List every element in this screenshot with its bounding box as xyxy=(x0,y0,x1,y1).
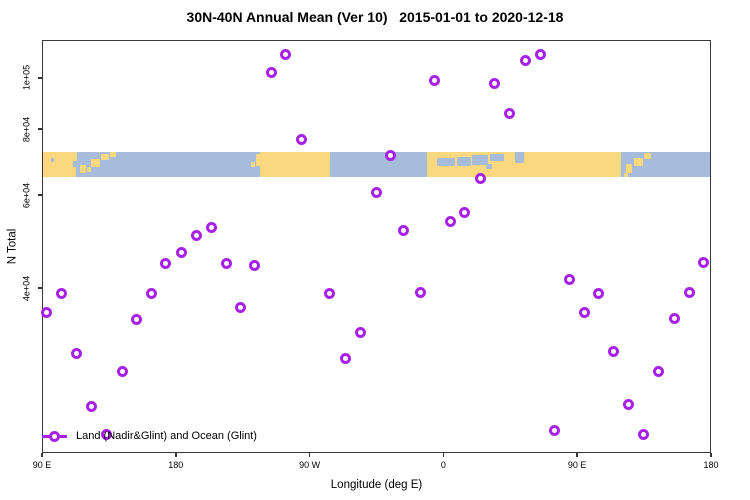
data-point xyxy=(384,150,396,162)
world-map-band xyxy=(42,151,711,177)
data-point xyxy=(519,55,531,67)
data-point xyxy=(474,173,486,185)
data-point xyxy=(458,207,470,219)
plot-frame xyxy=(42,40,711,453)
land-segment xyxy=(626,163,632,173)
data-point xyxy=(548,424,560,436)
data-point xyxy=(652,365,664,377)
sea-patch xyxy=(486,163,492,169)
y-axis-tick xyxy=(38,194,42,196)
data-point xyxy=(428,75,440,87)
x-axis-tick xyxy=(308,453,311,457)
land-segment xyxy=(101,153,109,160)
x-axis-tick xyxy=(710,453,712,457)
data-point xyxy=(248,259,260,271)
legend-line-sample xyxy=(42,430,67,442)
sea-patch xyxy=(457,156,471,166)
x-axis-tick xyxy=(576,453,578,457)
data-point xyxy=(488,77,500,89)
land-segment xyxy=(110,151,116,157)
x-axis-tick-label: 90 E xyxy=(567,460,587,470)
x-axis-tick-label: 0 xyxy=(440,460,446,470)
x-axis-tick-label: 180 xyxy=(703,460,719,470)
land-segment xyxy=(260,151,330,177)
y-axis-tick-label: 1e+05 xyxy=(21,65,32,91)
data-point xyxy=(637,429,649,441)
data-point xyxy=(116,365,128,377)
land-segment xyxy=(80,164,86,173)
data-point xyxy=(159,257,171,269)
x-axis-tick-label: 90 E xyxy=(32,460,52,470)
data-point xyxy=(265,67,277,79)
data-point xyxy=(100,429,112,441)
data-point xyxy=(503,107,515,119)
data-point xyxy=(354,326,366,338)
data-point xyxy=(607,346,619,358)
data-point xyxy=(55,288,67,300)
y-axis-tick xyxy=(38,77,42,79)
x-axis-tick-label: 90 W xyxy=(299,460,321,470)
data-point xyxy=(622,398,634,410)
y-axis-tick xyxy=(38,128,42,130)
x-axis-tick-label: 180 xyxy=(168,460,184,470)
data-point xyxy=(220,258,232,270)
land-segment xyxy=(91,158,100,167)
data-point xyxy=(397,224,409,236)
land-segment xyxy=(73,166,76,177)
data-point xyxy=(563,273,575,285)
data-point xyxy=(370,186,382,198)
sea-patch xyxy=(51,157,54,162)
sea-patch xyxy=(490,153,504,161)
y-axis-tick-label: 4e+04 xyxy=(21,275,32,301)
data-point xyxy=(697,256,709,268)
land-segment xyxy=(624,172,628,177)
land-segment xyxy=(42,151,73,177)
sea-patch xyxy=(515,151,524,163)
legend-label: Land (Nadir&Glint) and Ocean (Glint) xyxy=(76,430,257,442)
data-point xyxy=(205,222,217,234)
legend: Land (Nadir&Glint) and Ocean (Glint) xyxy=(42,429,257,443)
data-point xyxy=(534,49,546,61)
data-point xyxy=(190,230,202,242)
data-point xyxy=(130,314,142,326)
land-segment xyxy=(256,153,260,166)
data-point xyxy=(414,286,426,298)
sea-patch xyxy=(437,157,455,166)
x-axis-tick xyxy=(41,453,43,457)
data-point xyxy=(578,306,590,318)
chart-title: 30N-40N Annual Mean (Ver 10) 2015-01-01 … xyxy=(186,9,564,25)
data-point xyxy=(145,287,157,299)
data-point xyxy=(592,287,604,299)
y-axis-tick-label: 6e+04 xyxy=(21,182,32,208)
data-point xyxy=(175,246,187,258)
data-point xyxy=(668,313,680,325)
data-point xyxy=(234,301,246,313)
land-segment xyxy=(87,166,91,172)
sea-patch xyxy=(472,154,488,165)
y-axis-tick xyxy=(38,287,42,289)
data-point xyxy=(683,287,695,299)
y-axis-title: N Total xyxy=(6,228,19,265)
data-point xyxy=(295,133,307,145)
data-point xyxy=(70,347,82,359)
data-point xyxy=(444,216,456,228)
land-segment xyxy=(73,151,77,161)
data-point xyxy=(339,353,351,365)
data-point xyxy=(279,49,291,61)
legend-circle-marker xyxy=(49,430,60,442)
x-axis-tick xyxy=(175,453,177,457)
y-axis-tick-label: 8e+04 xyxy=(21,116,32,142)
x-axis-title: Longitude (deg E) xyxy=(330,479,423,491)
land-segment xyxy=(634,157,643,166)
land-segment xyxy=(644,152,651,159)
data-point xyxy=(40,306,52,318)
x-axis-tick xyxy=(442,453,445,457)
land-segment xyxy=(251,161,255,167)
data-point xyxy=(85,400,97,412)
data-point xyxy=(323,288,335,300)
